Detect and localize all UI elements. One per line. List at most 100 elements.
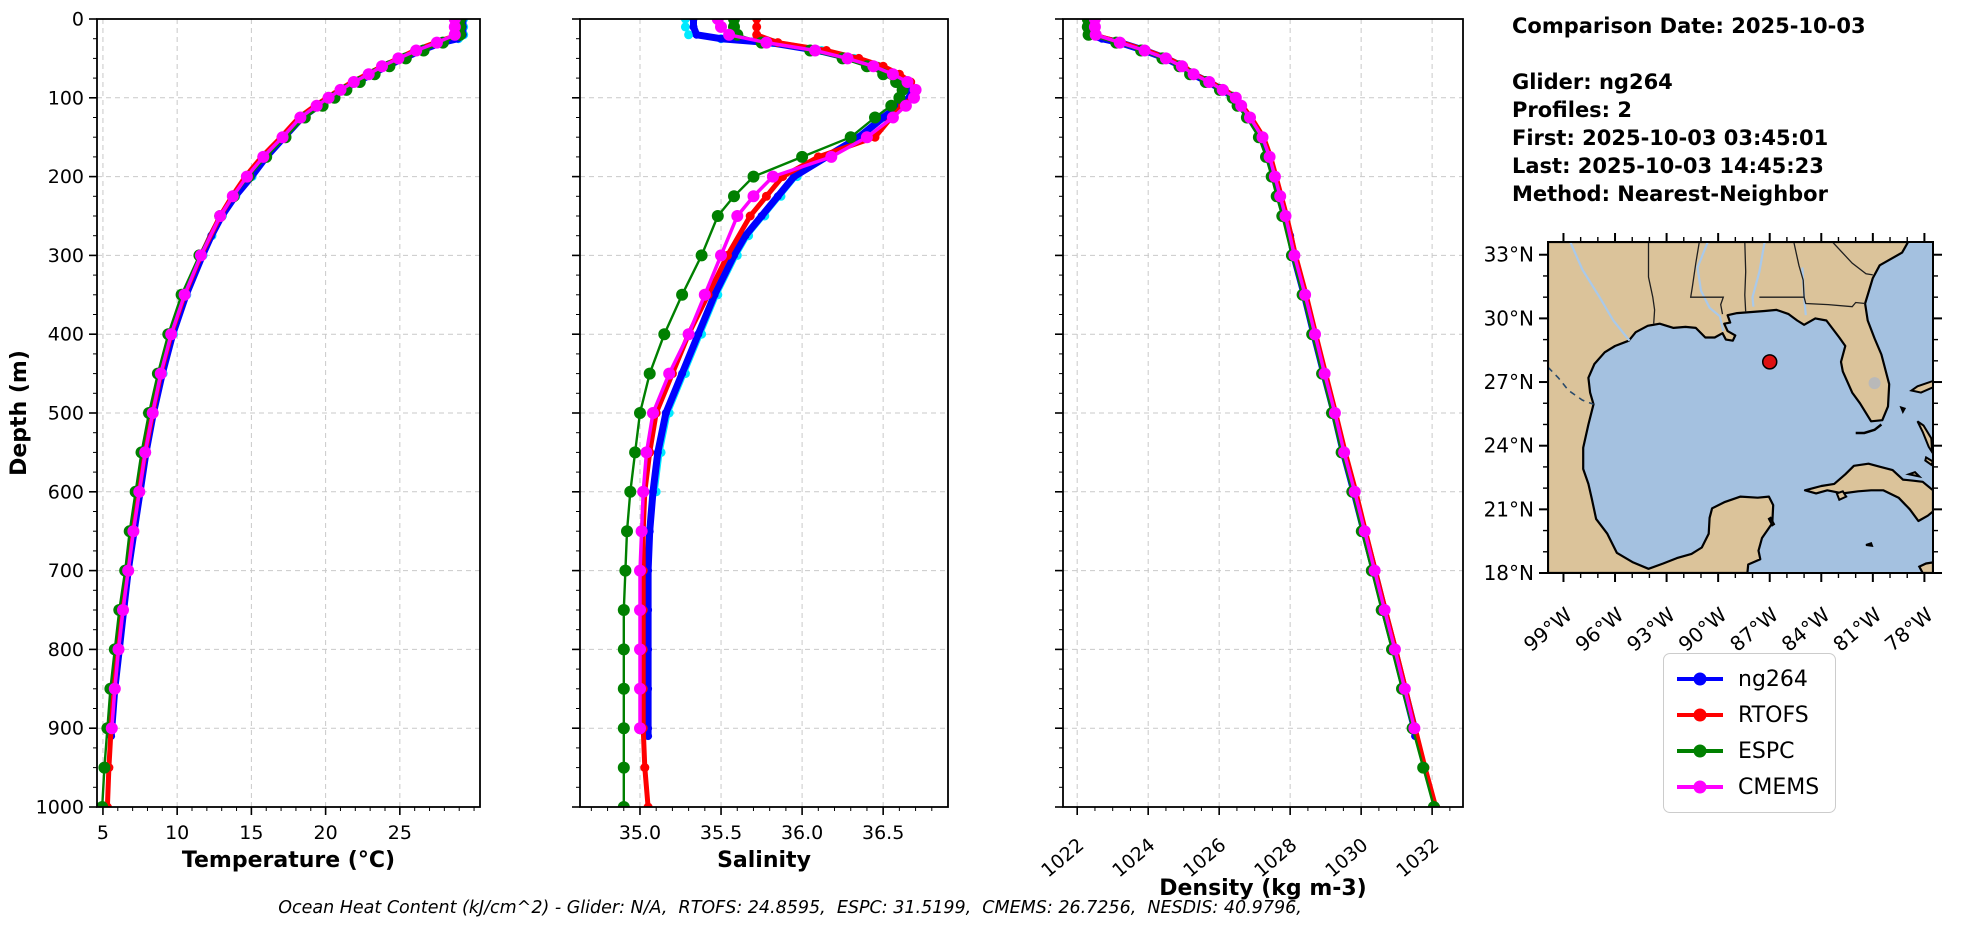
legend-row-ESPC: ESPC <box>1674 733 1819 769</box>
series-marker-ng264 <box>730 251 738 260</box>
series-marker-CMEMS <box>1328 407 1341 419</box>
series-marker-CMEMS <box>723 28 736 41</box>
series-marker-CMEMS <box>154 367 167 380</box>
map-lon-tick-label: 87°W <box>1725 602 1783 656</box>
series-marker-CMEMS <box>430 36 443 49</box>
legend-swatch-RTOFS <box>1677 708 1723 722</box>
legend-swatch-ESPC <box>1677 744 1723 758</box>
map-lon-tick-label: 84°W <box>1777 602 1835 656</box>
info-panel: Comparison Date: 2025-10-03 Glider: ng26… <box>1512 12 1866 208</box>
series-marker-ESPC <box>728 190 740 203</box>
series-marker-CMEMS <box>1244 111 1256 124</box>
x-axis-title: Salinity <box>717 848 811 873</box>
map-lon-tick-label: 81°W <box>1828 602 1886 656</box>
series-marker-ng264 <box>710 290 719 299</box>
series-marker-CMEMS <box>1268 170 1281 183</box>
map-land-cuba <box>1803 462 1933 523</box>
map-land-isle-of-youth <box>1835 490 1848 502</box>
series-marker-CMEMS <box>105 722 118 735</box>
series-marker-CMEMS <box>1338 446 1351 459</box>
x-tick-label: 1028 <box>1250 834 1301 882</box>
series-marker-CMEMS <box>899 99 912 112</box>
series-marker-CMEMS <box>194 249 207 262</box>
series-marker-ng264 <box>694 330 703 339</box>
y-tick-label: 800 <box>48 639 84 661</box>
gulf-of-mexico-map: 33°N 30°N 27°N 24°N 21°N 18°N 99°W96°W93°W90°W… <box>1484 233 1942 656</box>
x-tick-label: 25 <box>388 822 412 844</box>
series-marker-CMEMS <box>122 564 135 577</box>
series-marker-CMEMS <box>825 150 838 163</box>
series-marker-ng264 <box>649 487 657 496</box>
series-marker-RTOFS <box>752 30 762 40</box>
series-marker-CMEMS <box>908 91 920 104</box>
series-marker-ESPC <box>617 761 630 774</box>
series-marker-CMEMS <box>1138 44 1151 57</box>
x-tick-label: 35.5 <box>700 822 742 844</box>
series-marker-ESPC <box>617 643 630 656</box>
series-marker-CMEMS <box>731 210 744 222</box>
series-marker-ESPC <box>617 801 630 807</box>
map-state-border <box>1744 242 1747 313</box>
map-island <box>1865 542 1874 548</box>
series-marker-CMEMS <box>809 44 822 57</box>
series-marker-CMEMS <box>860 131 873 144</box>
legend-marker <box>1693 780 1707 794</box>
series-marker-CMEMS <box>108 682 121 695</box>
series-marker-CMEMS <box>226 190 239 203</box>
map-lon-tick-label: 99°W <box>1519 602 1577 656</box>
map-lake-okeechobee <box>1868 377 1881 390</box>
series-marker-RTOFS <box>745 211 755 221</box>
series-marker-CMEMS <box>867 60 880 73</box>
series-marker-CMEMS <box>634 682 646 695</box>
series-marker-ng264 <box>741 231 750 240</box>
series-marker-ng264 <box>678 369 687 378</box>
series-marker-ESPC <box>621 525 633 538</box>
series-marker-ng264 <box>645 527 654 536</box>
series-marker-NESDIS <box>684 30 694 40</box>
series-marker-RTOFS <box>752 19 762 24</box>
x-tick-label: 10 <box>165 822 189 844</box>
series-marker-CMEMS <box>715 20 727 33</box>
series-marker-CMEMS <box>1388 643 1401 656</box>
series-marker-CMEMS <box>901 76 914 88</box>
series-marker-CMEMS <box>1288 249 1301 262</box>
map-lon-tick-label: 90°W <box>1674 602 1732 656</box>
series-marker-CMEMS <box>1398 682 1411 695</box>
series-marker-ESPC <box>869 111 881 124</box>
legend-row-CMEMS: CMEMS <box>1674 769 1819 805</box>
map-lon-tick-label: 93°W <box>1622 602 1680 656</box>
series-marker-ESPC <box>1427 801 1440 807</box>
series-marker-CMEMS <box>133 485 146 498</box>
map-island <box>1899 405 1907 415</box>
series-marker-CMEMS <box>1368 564 1381 577</box>
series-marker-ng264 <box>653 448 662 457</box>
y-tick-label: 100 <box>48 87 84 109</box>
map-state-border <box>1759 296 1866 308</box>
series-marker-CMEMS <box>178 288 191 301</box>
series-marker-CMEMS <box>112 643 125 656</box>
series-marker-CMEMS <box>634 643 646 656</box>
series-marker-ESPC <box>634 407 646 419</box>
series-marker-RTOFS <box>643 802 653 807</box>
series-marker-CMEMS <box>448 28 461 41</box>
series-marker-ESPC <box>893 91 906 104</box>
map-lat-tick-label: 21°N <box>1484 497 1534 521</box>
series-marker-ESPC <box>747 170 760 183</box>
series-marker-ESPC <box>658 328 671 341</box>
series-marker-NESDIS <box>680 19 690 24</box>
series-marker-ng264 <box>879 113 888 122</box>
series-marker-CMEMS <box>1263 150 1276 163</box>
map-island <box>1905 471 1923 479</box>
map-lat-tick-label: 30°N <box>1484 306 1534 330</box>
map-land-mainland <box>1548 242 1910 573</box>
map-island <box>1924 455 1933 467</box>
series-marker-CMEMS <box>634 604 646 616</box>
series-marker-ESPC <box>617 604 630 616</box>
series-marker-CMEMS <box>663 367 676 380</box>
map-state-border <box>1647 242 1656 324</box>
series-marker-ESPC <box>676 288 689 301</box>
legend-marker <box>1693 744 1707 758</box>
depth-axis-title: Depth (m) <box>7 350 32 476</box>
y-tick-label: 400 <box>48 324 84 346</box>
